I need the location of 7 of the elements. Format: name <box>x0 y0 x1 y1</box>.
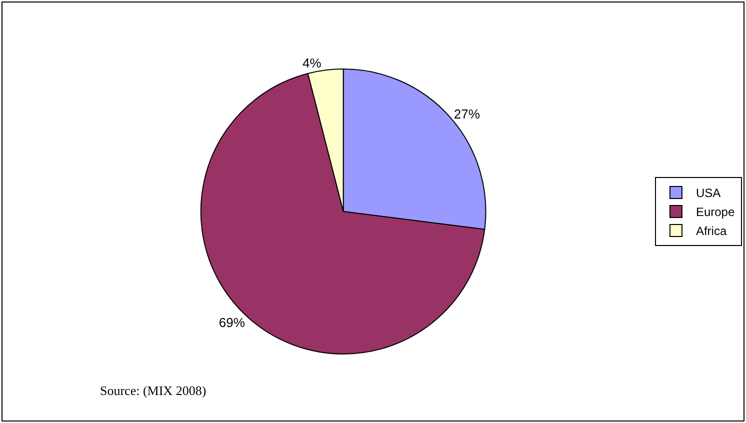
legend-label: USA <box>696 186 721 200</box>
source-note: Source: (MIX 2008) <box>100 383 206 398</box>
data-label: 27% <box>454 106 480 122</box>
data-label: 4% <box>302 55 322 70</box>
data-label: 69% <box>218 315 246 330</box>
legend-label: Africa <box>696 224 727 238</box>
legend-label: Europe <box>696 205 735 220</box>
